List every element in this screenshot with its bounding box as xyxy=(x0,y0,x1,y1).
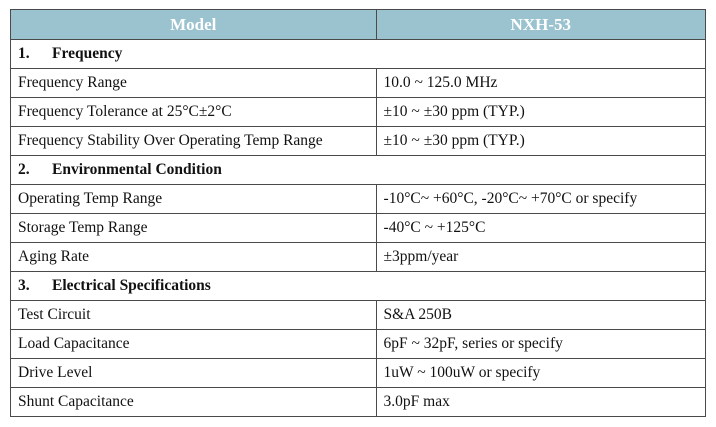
table-row: Drive Level 1uW ~ 100uW or specify xyxy=(10,358,707,388)
section-number: 2. xyxy=(18,161,30,178)
header-model: Model xyxy=(10,9,377,40)
table-row: Frequency Range 10.0 ~ 125.0 MHz xyxy=(10,68,707,98)
section-title: Electrical Specifications xyxy=(52,277,211,294)
table-row: Operating Temp Range -10°C~ +60°C, -20°C… xyxy=(10,184,707,214)
header-row: Model NXH-53 xyxy=(10,9,707,40)
table-row: Test Circuit S&A 250B xyxy=(10,300,707,330)
value-cell: -40°C ~ +125°C xyxy=(375,213,707,243)
param-cell: Frequency Range xyxy=(10,68,377,98)
header-part-number: NXH-53 xyxy=(375,9,707,40)
table-row: Storage Temp Range -40°C ~ +125°C xyxy=(10,213,707,243)
param-cell: Aging Rate xyxy=(10,242,377,272)
value-cell: ±10 ~ ±30 ppm (TYP.) xyxy=(375,126,707,156)
section-row-frequency: 1. Frequency xyxy=(10,39,706,69)
value-cell: 3.0pF max xyxy=(375,387,707,417)
value-cell: -10°C~ +60°C, -20°C~ +70°C or specify xyxy=(375,184,707,214)
param-cell: Frequency Stability Over Operating Temp … xyxy=(10,126,377,156)
section-heading: 3. Electrical Specifications xyxy=(10,271,706,301)
value-cell: S&A 250B xyxy=(375,300,707,330)
section-number: 3. xyxy=(18,277,30,294)
param-cell: Operating Temp Range xyxy=(10,184,377,214)
param-cell: Shunt Capacitance xyxy=(10,387,377,417)
param-cell: Test Circuit xyxy=(10,300,377,330)
value-cell: 6pF ~ 32pF, series or specify xyxy=(375,329,707,359)
param-cell: Storage Temp Range xyxy=(10,213,377,243)
spec-table: Model NXH-53 1. Frequency Frequency Range… xyxy=(10,9,707,417)
value-cell: ±10 ~ ±30 ppm (TYP.) xyxy=(375,97,707,127)
table-row: Aging Rate ±3ppm/year xyxy=(10,242,707,272)
param-cell: Frequency Tolerance at 25°C±2°C xyxy=(10,97,377,127)
param-cell: Load Capacitance xyxy=(10,329,377,359)
table-row: Load Capacitance 6pF ~ 32pF, series or s… xyxy=(10,329,707,359)
section-heading: 2. Environmental Condition xyxy=(10,155,706,185)
param-cell: Drive Level xyxy=(10,358,377,388)
table-row: Frequency Stability Over Operating Temp … xyxy=(10,126,707,156)
section-heading: 1. Frequency xyxy=(10,39,706,69)
section-row-environmental: 2. Environmental Condition xyxy=(10,155,706,185)
value-cell: 1uW ~ 100uW or specify xyxy=(375,358,707,388)
section-title: Frequency xyxy=(52,45,123,62)
section-title: Environmental Condition xyxy=(52,161,222,178)
table-row: Shunt Capacitance 3.0pF max xyxy=(10,387,707,417)
table-row: Frequency Tolerance at 25°C±2°C ±10 ~ ±3… xyxy=(10,97,707,127)
value-cell: ±3ppm/year xyxy=(375,242,707,272)
section-number: 1. xyxy=(18,45,30,62)
section-row-electrical: 3. Electrical Specifications xyxy=(10,271,706,301)
value-cell: 10.0 ~ 125.0 MHz xyxy=(375,68,707,98)
